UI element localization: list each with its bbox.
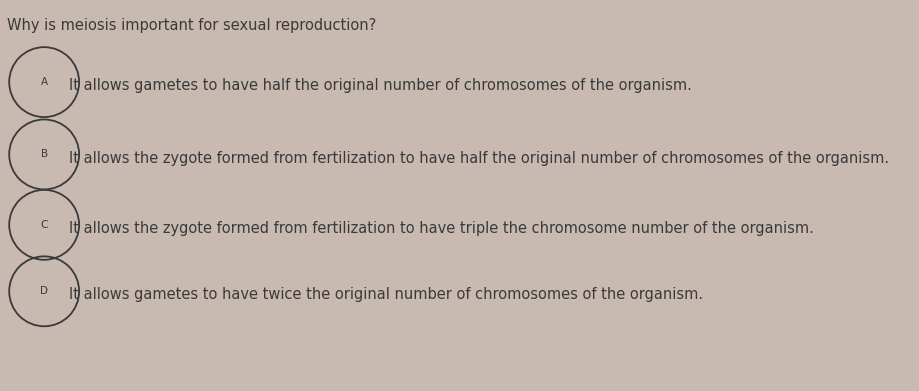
Text: C: C bbox=[40, 220, 48, 230]
Text: D: D bbox=[40, 286, 48, 296]
Text: Why is meiosis important for sexual reproduction?: Why is meiosis important for sexual repr… bbox=[7, 18, 376, 32]
Text: It allows the zygote formed from fertilization to have triple the chromosome num: It allows the zygote formed from fertili… bbox=[69, 221, 813, 236]
Text: B: B bbox=[40, 149, 48, 160]
Text: A: A bbox=[40, 77, 48, 87]
Text: It allows gametes to have twice the original number of chromosomes of the organi: It allows gametes to have twice the orig… bbox=[69, 287, 702, 302]
Text: It allows gametes to have half the original number of chromosomes of the organis: It allows gametes to have half the origi… bbox=[69, 78, 691, 93]
Text: It allows the zygote formed from fertilization to have half the original number : It allows the zygote formed from fertili… bbox=[69, 151, 888, 165]
